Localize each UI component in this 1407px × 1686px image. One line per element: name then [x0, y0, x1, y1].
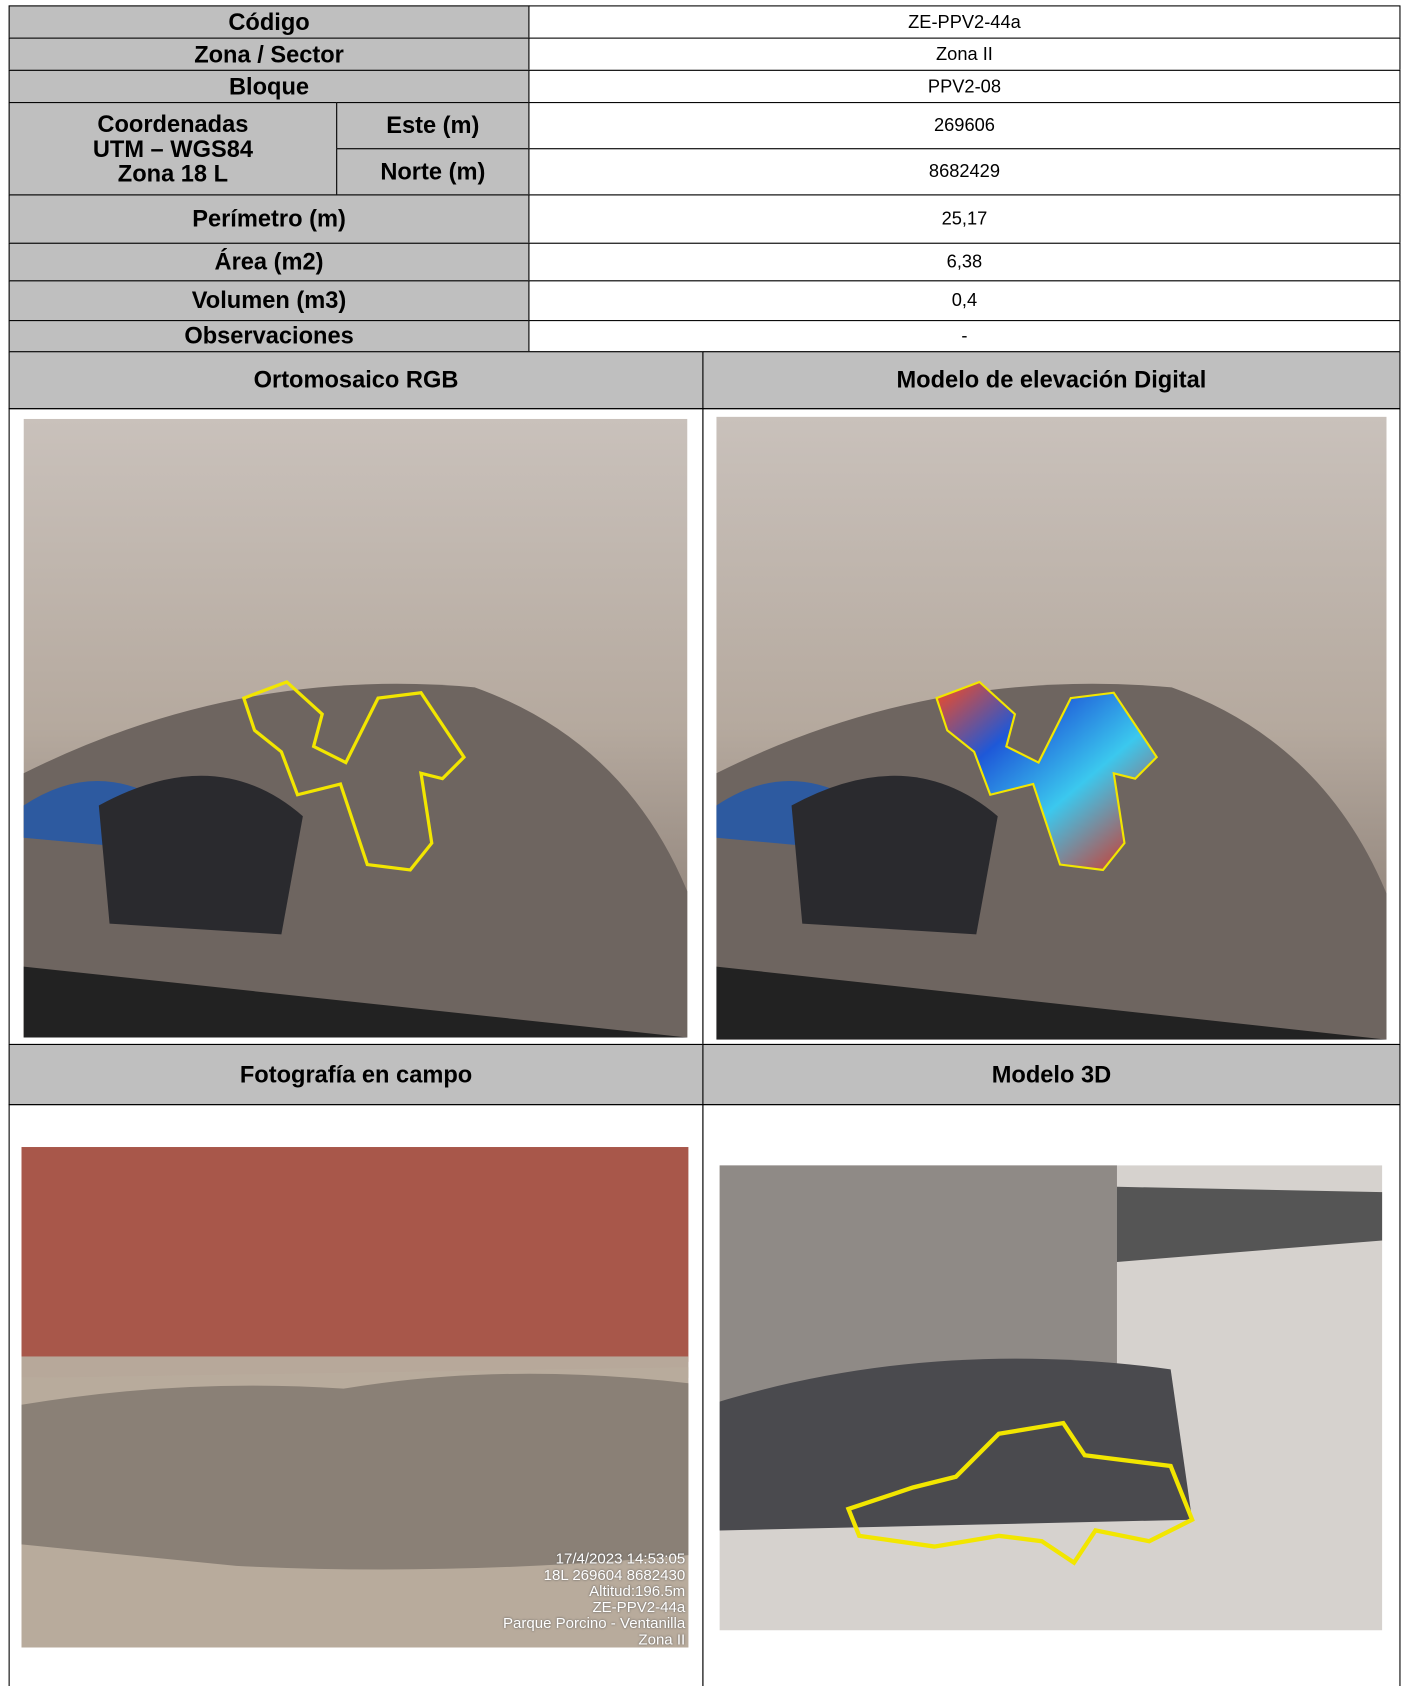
panel-body [702, 1104, 1401, 1686]
model-3d-image [719, 1165, 1383, 1631]
dem-image [716, 416, 1387, 1040]
panel-title: Modelo de elevación Digital [702, 351, 1401, 410]
stamp-line: 17/4/2023 14:53:05 [555, 1549, 686, 1567]
stamp-line: Zona II [638, 1630, 686, 1648]
este-label: Este (m) [336, 102, 530, 150]
row-label: Perímetro (m) [8, 194, 530, 244]
row-value: 0,4 [528, 280, 1401, 322]
row-value: ZE-PPV2-44a [528, 5, 1401, 39]
coord-line: Coordenadas [97, 110, 249, 138]
row-value: - [528, 320, 1401, 353]
row-label: Volumen (m3) [8, 280, 530, 322]
panel-title: Fotografía en campo [8, 1043, 704, 1106]
row-label: Observaciones [8, 320, 530, 353]
row-value: 6,38 [528, 242, 1401, 282]
coord-line: Zona 18 L [117, 160, 229, 187]
panel-title: Modelo 3D [702, 1043, 1401, 1106]
stamp-line: Parque Porcino - Ventanilla [502, 1614, 686, 1632]
row-label: Área (m2) [8, 242, 530, 282]
norte-value: 8682429 [528, 148, 1401, 196]
stamp-line: Altitud:196.5m [589, 1582, 686, 1600]
stamp-line: 18L 269604 8682430 [543, 1565, 686, 1584]
panel-title: Ortomosaico RGB [8, 351, 704, 410]
norte-label: Norte (m) [336, 148, 530, 196]
row-label: Código [8, 5, 530, 39]
row-value: PPV2-08 [528, 69, 1401, 104]
row-label: Bloque [8, 69, 530, 104]
field-photo [21, 1147, 689, 1648]
row-label: Zona / Sector [8, 37, 530, 71]
row-value: 25,17 [528, 194, 1401, 244]
stamp-line: ZE-PPV2-44a [592, 1598, 686, 1616]
photo-stamp: 17/4/2023 14:53:05 18L 269604 8682430 Al… [21, 1549, 686, 1648]
coordinates-label: Coordenadas UTM – WGS84 Zona 18 L [8, 102, 338, 196]
este-value: 269606 [528, 102, 1401, 150]
coord-line: UTM – WGS84 [92, 135, 253, 163]
orthomosaic-image [23, 418, 688, 1038]
row-value: Zona II [528, 37, 1401, 71]
